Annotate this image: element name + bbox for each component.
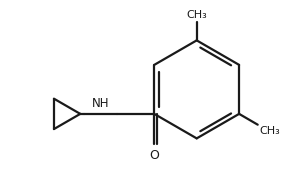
Text: NH: NH	[92, 98, 109, 110]
Text: O: O	[149, 149, 159, 162]
Text: CH₃: CH₃	[259, 126, 280, 136]
Text: CH₃: CH₃	[186, 10, 207, 20]
